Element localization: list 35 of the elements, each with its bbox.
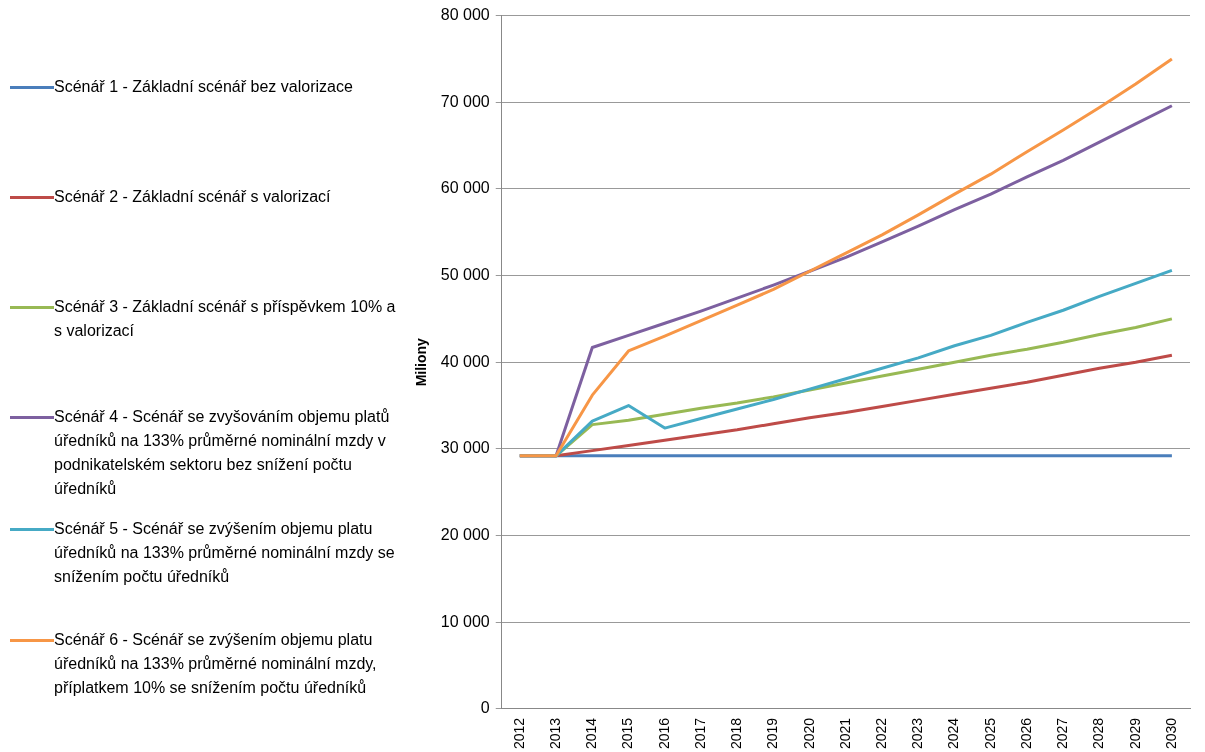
- x-tick-label: 2026: [1017, 717, 1034, 750]
- legend-label: Scénář 3 - Základní scénář s příspěvkem 10% a s valorizací: [54, 297, 397, 341]
- y-tick-label: 40 000: [440, 352, 490, 370]
- x-tick-label: 2025: [981, 717, 998, 750]
- x-tick-label: 2019: [764, 717, 781, 750]
- x-tick-label: 2017: [691, 717, 708, 750]
- legend-label: Scénář 1 - Základní scénář bez valorizace: [54, 77, 354, 97]
- y-tick-label: 60 000: [440, 179, 490, 197]
- y-tick-label: 30 000: [440, 439, 490, 457]
- y-tick-label: 20 000: [440, 525, 490, 543]
- x-tick-label: 2022: [872, 717, 889, 750]
- x-tick-label: 2027: [1054, 717, 1071, 750]
- legend-label: Scénář 4 - Scénář se zvyšováním objemu platů úředníků na 133% průměrné nominální mzdy v podnikatelském sektoru bez snížení počtu úředníků: [54, 407, 391, 499]
- y-tick-label: 80 000: [440, 6, 490, 24]
- x-tick-label: 2029: [1126, 717, 1143, 750]
- y-tick-label: 0: [480, 699, 490, 717]
- x-tick-label: 2016: [655, 717, 672, 750]
- x-tick-label: 2021: [836, 717, 853, 750]
- y-tick-label: 10 000: [440, 612, 490, 630]
- x-tick-label: 2030: [1162, 717, 1179, 750]
- legend-label: Scénář 5 - Scénář se zvýšením objemu platu úředníků na 133% průměrné nominální mzdy se snížením počtu úředníků: [54, 519, 396, 587]
- legend-label: Scénář 2 - Základní scénář s valorizací: [54, 187, 332, 207]
- x-tick-label: 2020: [800, 717, 817, 750]
- x-tick-label: 2013: [546, 717, 563, 750]
- x-tick-label: 2018: [728, 717, 745, 750]
- y-tick-label: 50 000: [440, 265, 490, 283]
- x-tick-label: 2012: [510, 717, 527, 750]
- legend-label: Scénář 6 - Scénář se zvýšením objemu platu úředníků na 133% průměrné nominální mzdy, příplatkem 10% se snížením počtu úředníků: [54, 630, 378, 698]
- y-axis-title: Miliony: [413, 337, 430, 387]
- x-tick-label: 2028: [1090, 717, 1107, 750]
- x-tick-label: 2015: [619, 717, 636, 750]
- x-tick-label: 2014: [583, 717, 600, 750]
- y-tick-label: 70 000: [440, 92, 490, 110]
- x-tick-label: 2023: [909, 717, 926, 750]
- x-tick-label: 2024: [945, 717, 962, 750]
